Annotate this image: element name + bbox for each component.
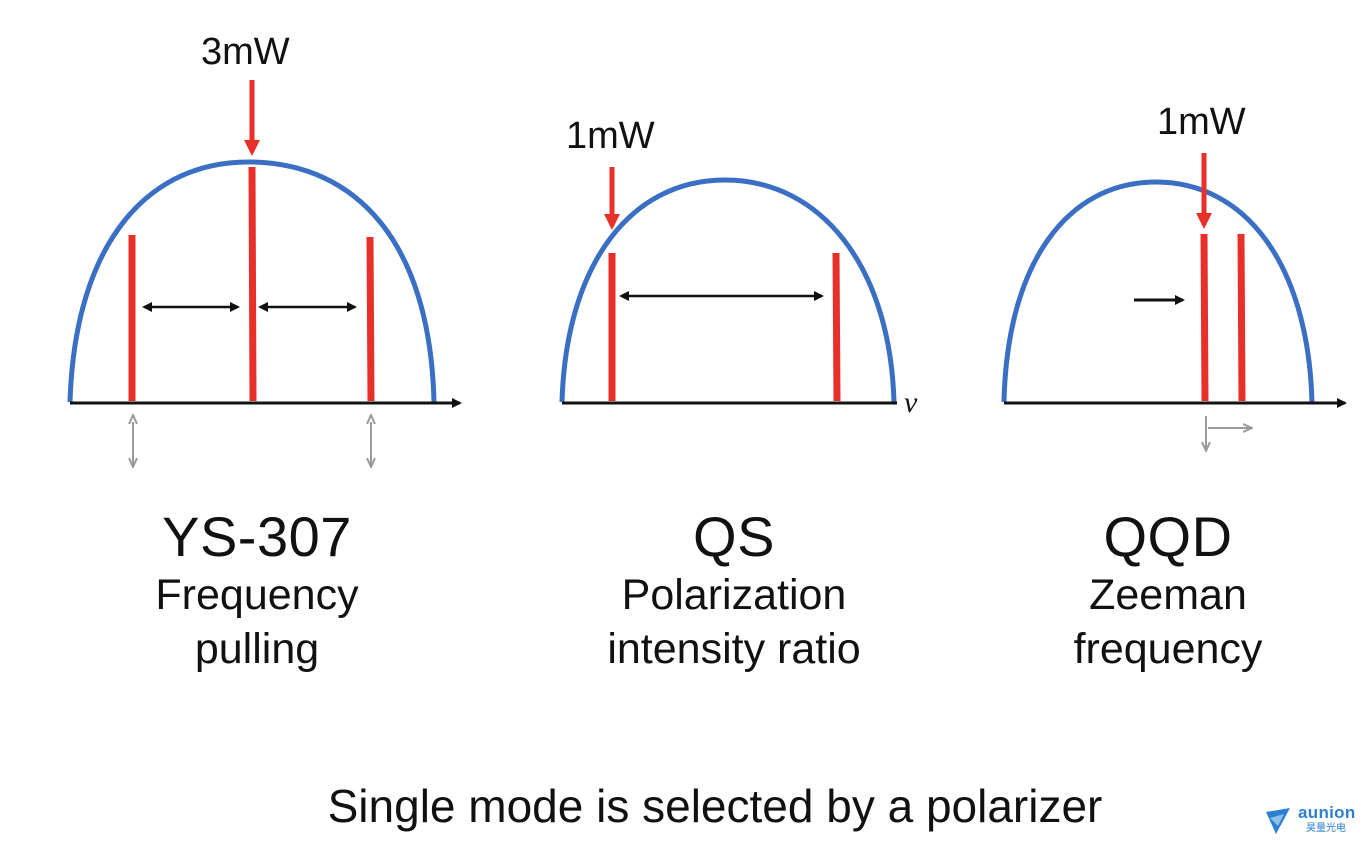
mode-line-right xyxy=(366,236,375,402)
panel-ys307 xyxy=(67,80,462,466)
footer-caption: Single mode is selected by a polarizer xyxy=(327,780,1103,832)
axis-label: ν xyxy=(904,386,918,419)
logo: aunion 昊量光电 xyxy=(1262,804,1366,840)
gain-curve xyxy=(67,159,437,403)
panel-qqd xyxy=(1001,153,1347,450)
power-label: 3mW xyxy=(201,31,290,73)
panel-description: Zeeman xyxy=(1089,571,1247,619)
panel-description: pulling xyxy=(194,625,320,673)
panel-description: Polarization xyxy=(621,571,847,619)
panel-caption-qs: QS Polarization intensity ratio xyxy=(549,506,919,676)
gain-curve xyxy=(1001,179,1315,403)
panel-title: YS-307 xyxy=(162,505,352,568)
gain-curve xyxy=(559,177,897,403)
logo-name: aunion xyxy=(1298,803,1356,822)
panel-title: QS xyxy=(693,505,775,568)
panel-description: Frequency xyxy=(155,571,359,619)
power-label: 1mW xyxy=(566,115,655,157)
panel-description: frequency xyxy=(1073,625,1263,673)
logo-subtitle: 昊量光电 xyxy=(1306,823,1346,834)
power-label: 1mW xyxy=(1157,101,1246,143)
panel-caption-qqd: QQD Zeeman frequency xyxy=(988,506,1348,676)
panel-title: QQD xyxy=(1103,505,1233,568)
panel-description: intensity ratio xyxy=(607,625,861,673)
panel-caption-ys307: YS-307 Frequency pulling xyxy=(77,506,437,676)
mode-line-right xyxy=(1237,233,1246,402)
logo-mark-icon xyxy=(1266,808,1290,834)
mode-line-right xyxy=(832,252,841,402)
mode-line-left xyxy=(1200,233,1209,402)
panel-qs xyxy=(559,167,897,405)
mode-line-center xyxy=(248,166,257,402)
